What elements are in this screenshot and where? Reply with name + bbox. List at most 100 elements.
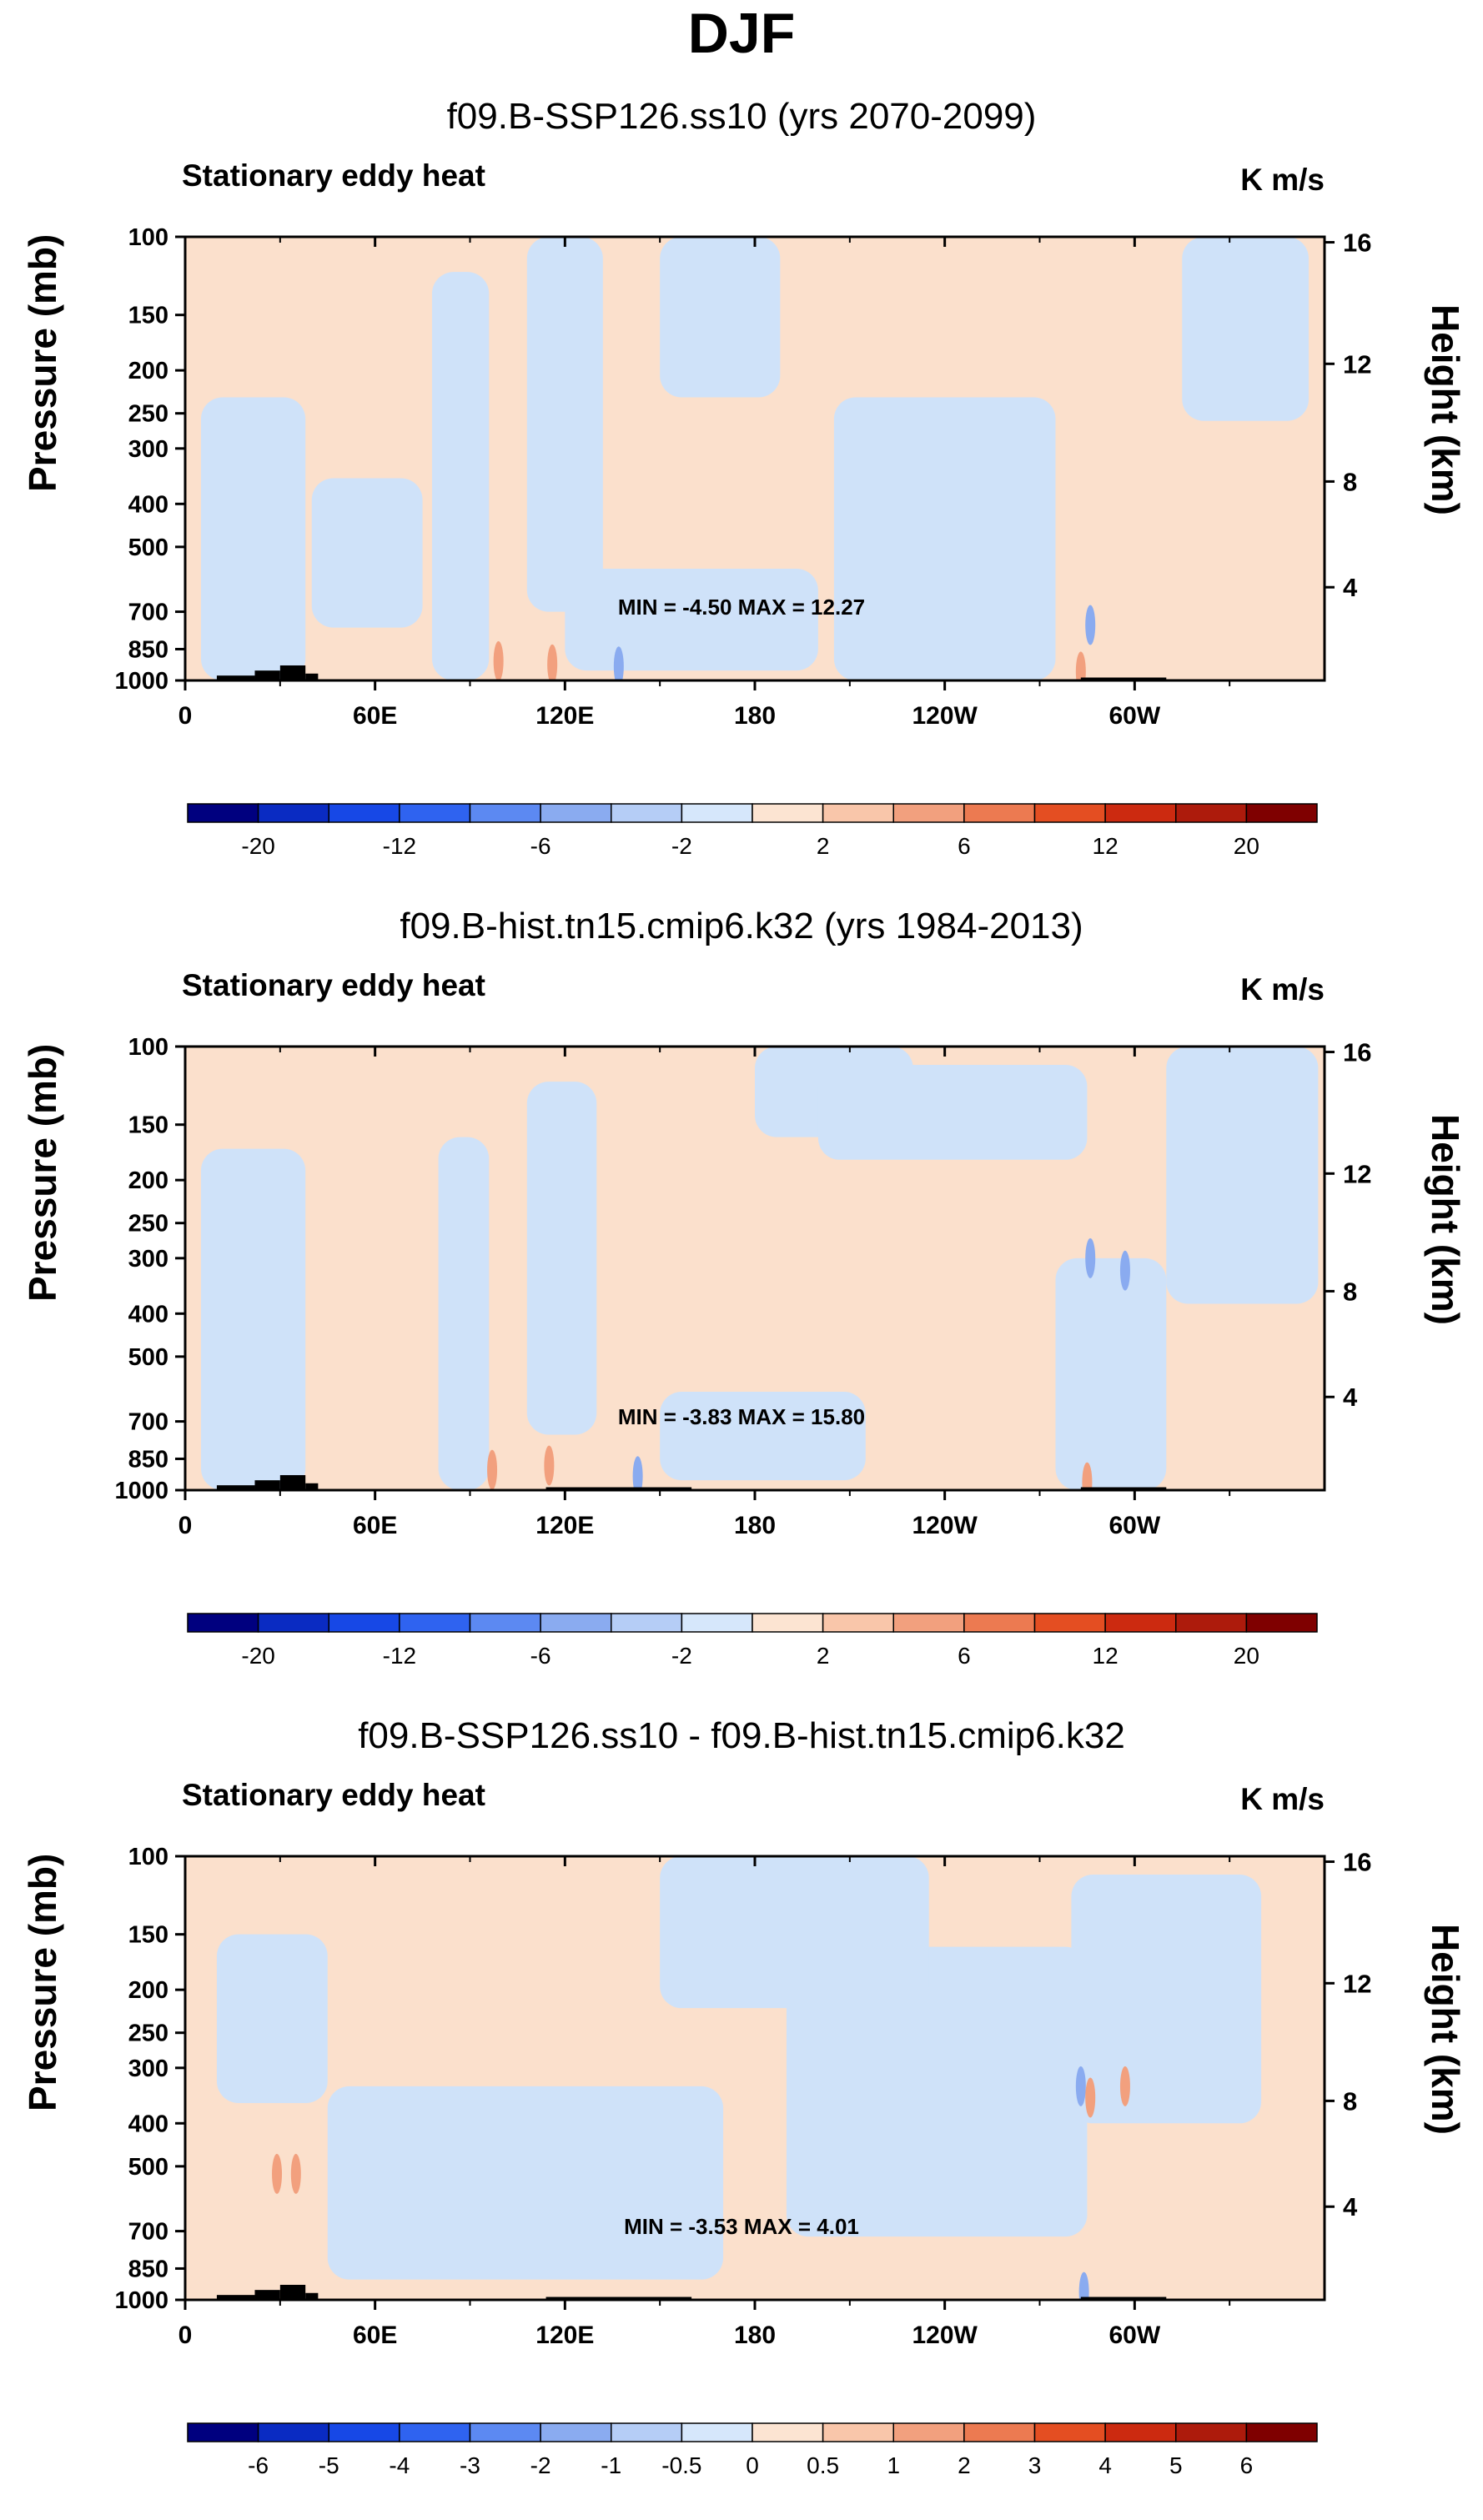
contour-extreme (632, 1456, 643, 1490)
colorbar-label: -4 (389, 2452, 410, 2478)
contour-region (200, 1148, 306, 1490)
chart-title: f09.B-SSP126.ss10 - f09.B-hist.tn15.cmip… (358, 1715, 1125, 1756)
x-tick-label: 60E (353, 702, 397, 730)
x-tick-label: 120E (535, 702, 594, 730)
colorbar-box (681, 1613, 753, 1633)
chart-panel-difference: f09.B-SSP126.ss10 - f09.B-hist.tn15.cmip… (0, 1711, 1483, 2520)
topography (216, 1485, 255, 1490)
colorbar-box (399, 1613, 471, 1633)
x-tick-label: 60E (353, 1512, 397, 1539)
colorbar-label: 3 (1028, 2452, 1042, 2478)
y-tick-label: 850 (128, 636, 168, 663)
colorbar-box (822, 2422, 894, 2442)
contour-region (1166, 1047, 1319, 1304)
y-tick-label: 100 (128, 1034, 168, 1061)
colorbar-label: -2 (530, 2452, 551, 2478)
contour-region (200, 397, 306, 680)
colorbar-box (822, 1613, 894, 1633)
colorbar-label: 0 (746, 2452, 759, 2478)
colorbar-box (611, 803, 683, 823)
topography (545, 1487, 692, 1490)
colorbar-box (1245, 1613, 1318, 1633)
y-tick-label: 700 (128, 2219, 168, 2246)
contour-region (565, 569, 818, 671)
colorbar-label: -5 (319, 2452, 339, 2478)
contour-extreme (1078, 2272, 1089, 2300)
contour-field (185, 1856, 1325, 2300)
y-tick-label: 400 (128, 1301, 168, 1328)
colorbar-box (469, 1613, 541, 1633)
units-label: K m/s (1240, 163, 1325, 197)
x-tick-label: 0 (178, 2322, 193, 2349)
units-label: K m/s (1240, 972, 1325, 1006)
y-tick-label: 250 (128, 2021, 168, 2047)
variable-label: Stationary eddy heat (182, 968, 485, 1002)
contour-region (311, 478, 423, 628)
contour-extreme (1085, 605, 1096, 645)
x-tick-label: 180 (734, 2322, 776, 2349)
colorbar-label: 20 (1234, 1643, 1259, 1669)
contour-region (660, 237, 781, 398)
y-tick-label: 500 (128, 1344, 168, 1371)
colorbar-box (257, 803, 329, 823)
y-tick-label: 250 (128, 401, 168, 428)
topography (279, 2284, 306, 2300)
height-tick-label: 16 (1343, 228, 1371, 258)
x-tick-label: 60W (1108, 2322, 1160, 2349)
contour-extreme (1119, 1250, 1130, 1291)
y-tick-label: 150 (128, 303, 168, 329)
colorbar-label: -6 (530, 833, 551, 859)
contour-region (1182, 237, 1310, 421)
contour-region (526, 237, 603, 612)
min-max-label: MIN = -4.50 MAX = 12.27 (617, 595, 866, 620)
colorbar-label: -20 (241, 833, 274, 859)
contour-region (1071, 1875, 1262, 2124)
min-max-label: MIN = -3.53 MAX = 4.01 (624, 2214, 859, 2239)
contour-region (526, 1082, 597, 1435)
colorbar-box (1104, 1613, 1177, 1633)
x-tick-label: 120E (535, 1512, 594, 1539)
x-tick-label: 120W (912, 1512, 978, 1539)
colorbar-box (1033, 2422, 1106, 2442)
y-tick-label: 700 (128, 1409, 168, 1436)
variable-label: Stationary eddy heat (182, 1778, 485, 1812)
colorbar-box (1033, 803, 1106, 823)
colorbar-box (187, 803, 259, 823)
y-tick-label: 400 (128, 491, 168, 518)
variable-label: Stationary eddy heat (182, 158, 485, 193)
contour-region (1055, 1257, 1167, 1490)
colorbar-label: 12 (1093, 833, 1119, 859)
x-tick-label: 60W (1108, 702, 1160, 730)
topography (1080, 1487, 1167, 1490)
x-tick-label: 120W (912, 702, 978, 730)
y-tick-label: 500 (128, 2154, 168, 2181)
height-tick-label: 16 (1343, 1848, 1371, 1877)
contour-extreme (1082, 1462, 1093, 1490)
colorbar-box (540, 803, 612, 823)
contour-extreme (1119, 2066, 1130, 2106)
colorbar-box (752, 803, 824, 823)
colorbar-box (822, 803, 894, 823)
x-tick-label: 180 (734, 1512, 776, 1539)
topography (254, 1480, 280, 1490)
colorbar-box (611, 1613, 683, 1633)
colorbar-box (257, 2422, 329, 2442)
page-title: DJF (687, 2, 796, 65)
y-axis-title-left: Pressure (mb) (21, 1853, 64, 2111)
colorbar-box (328, 2422, 400, 2442)
colorbar-label: -12 (383, 1643, 416, 1669)
y-tick-label: 300 (128, 2056, 168, 2082)
colorbar-label: -12 (383, 833, 416, 859)
colorbar-label: -2 (671, 833, 692, 859)
colorbar-label: 12 (1093, 1643, 1119, 1669)
colorbar-label: 4 (1098, 2452, 1112, 2478)
colorbar-label: 6 (958, 833, 971, 859)
contour-extreme (1075, 2066, 1086, 2106)
colorbar-box (892, 2422, 965, 2442)
colorbar-label: -20 (241, 1643, 274, 1669)
colorbar-label: 6 (1240, 2452, 1254, 2478)
y-tick-label: 100 (128, 224, 168, 251)
topography (254, 670, 280, 680)
contour-extreme (613, 646, 624, 680)
